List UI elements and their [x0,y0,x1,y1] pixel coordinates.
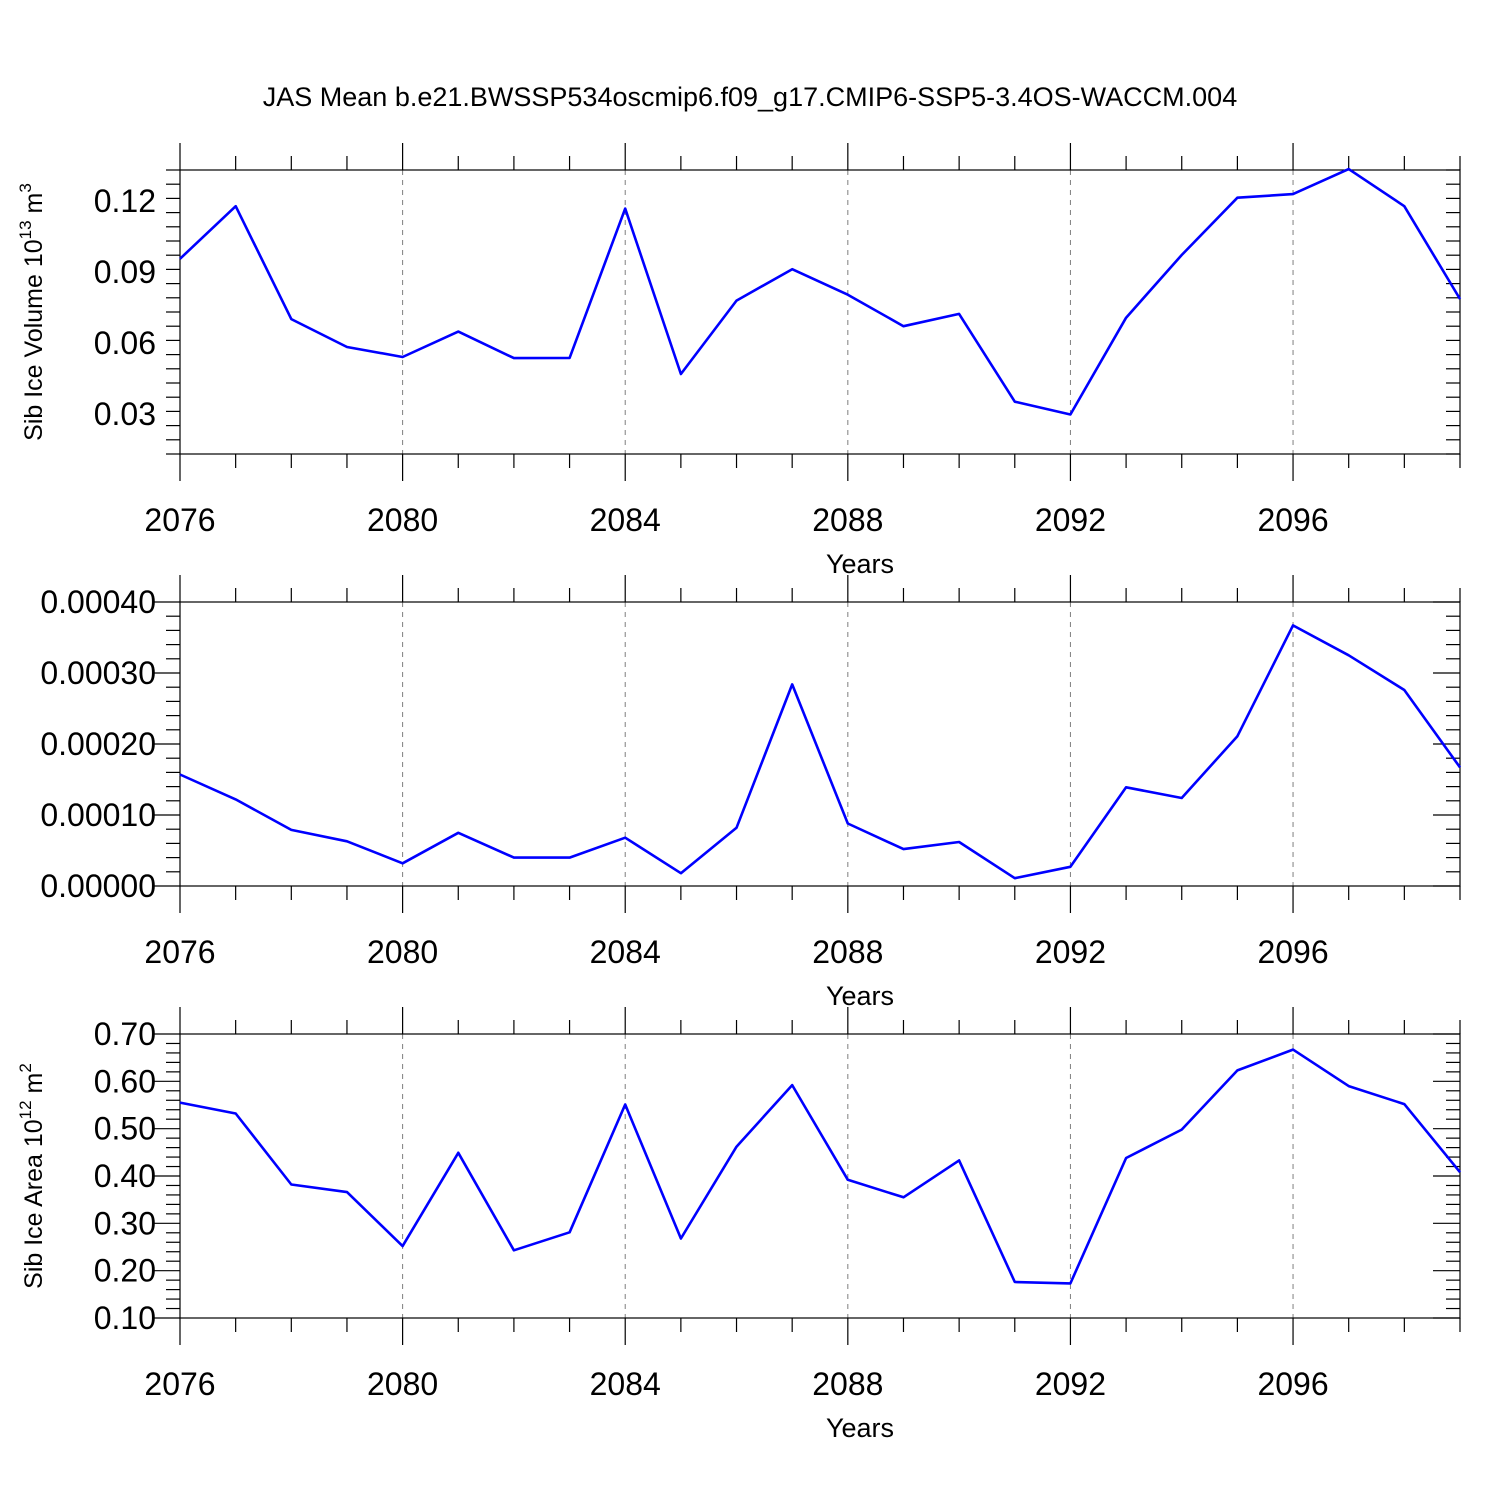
x-tick-label: 2076 [144,1366,215,1402]
x-tick-label: 2096 [1257,502,1328,538]
x-axis-title: Years [826,981,894,1011]
x-tick-label: 2096 [1257,1366,1328,1402]
y-tick-label: 0.12 [94,183,156,219]
y-axis-title-base: Sib Ice Volume 10 [20,239,48,441]
panel-3: 0.10 0.20 0.30 0.40 0.50 0.60 0.70 2076 2080 2084… [16,1007,1462,1443]
x-tick-label: 2080 [367,934,438,970]
series-line [179,624,1462,880]
x-tick-label: 2084 [590,934,661,970]
y-axis-title: Sib Ice Area 1012 m2 [16,1063,48,1289]
y-tick-label: 0.00010 [40,797,156,833]
plot-frame [179,1033,1461,1319]
x-tick-label: 2096 [1257,934,1328,970]
y-axis-title-exponent: 13 [16,220,35,239]
x-tick-label: 2084 [590,1366,661,1402]
x-tick-label: 2088 [812,1366,883,1402]
x-tick-label: 2088 [812,502,883,538]
x-axis-title: Years [826,1413,894,1443]
y-axis-title-unit: m [20,193,48,221]
x-tick-label: 2080 [367,1366,438,1402]
x-tick-label: 2084 [590,502,661,538]
x-axis-title: Years [826,549,894,579]
y-axis-title-exponent: 12 [16,1100,35,1119]
panel-2: 0.00000 0.00010 0.00020 0.00030 0.00040 2076 2… [40,575,1462,1011]
y-tick-label: 0.00030 [40,655,156,691]
plot-frame [179,169,1461,455]
y-tick-label: 0.40 [94,1158,156,1194]
y-tick-label: 0.50 [94,1111,156,1147]
figure-title: JAS Mean b.e21.BWSSP534oscmip6.f09_g17.C… [263,82,1237,112]
y-tick-label: 0.30 [94,1205,156,1241]
y-tick-label: 0.09 [94,254,156,290]
series-line [179,167,1462,416]
series-line [179,1048,1462,1285]
y-axis-title-unit-exponent: 3 [16,183,35,192]
y-tick-label: 0.06 [94,325,156,361]
x-tick-label: 2092 [1035,934,1106,970]
y-tick-label: 0.60 [94,1063,156,1099]
y-tick-label: 0.10 [94,1300,156,1336]
y-tick-label: 0.00000 [40,868,156,904]
x-tick-label: 2080 [367,502,438,538]
y-tick-label: 0.00040 [40,584,156,620]
x-tick-label: 2092 [1035,1366,1106,1402]
x-tick-label: 2092 [1035,502,1106,538]
plot-frame [179,601,1461,887]
y-axis-title: Sib Ice Volume 1013 m3 [16,183,48,441]
x-tick-label: 2088 [812,934,883,970]
y-tick-label: 0.00020 [40,726,156,762]
x-tick-label: 2076 [144,502,215,538]
y-tick-label: 0.70 [94,1016,156,1052]
panel-1: 0.03 0.06 0.09 0.12 2076 2080 2084 2088 2092 2096… [16,143,1462,579]
y-axis-title-base: Sib Ice Area 10 [20,1119,48,1289]
y-tick-label: 0.20 [94,1253,156,1289]
y-tick-label: 0.03 [94,396,156,432]
x-tick-label: 2076 [144,934,215,970]
y-axis-title-unit: m [20,1073,48,1101]
y-axis-title-unit-exponent: 2 [16,1063,35,1072]
